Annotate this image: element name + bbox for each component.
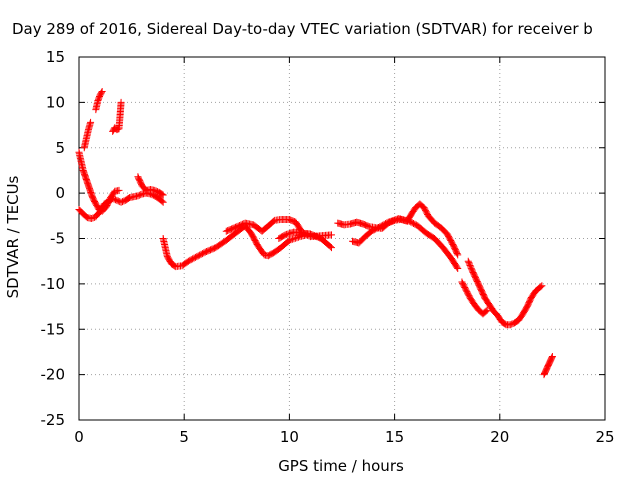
data-point bbox=[293, 234, 301, 242]
data-point bbox=[294, 233, 302, 241]
y-axis-label: SDTVAR / TECUs bbox=[4, 175, 22, 298]
x-tick-label: 5 bbox=[179, 428, 189, 446]
data-point bbox=[327, 231, 335, 239]
y-tick-label: -5 bbox=[50, 230, 65, 248]
data-point bbox=[454, 264, 462, 272]
y-tick-label: 10 bbox=[46, 93, 65, 111]
data-point bbox=[538, 282, 546, 290]
data-point bbox=[392, 216, 400, 224]
data-point bbox=[389, 217, 397, 225]
data-point bbox=[465, 260, 473, 268]
data-point bbox=[464, 257, 472, 265]
x-tick-label: 15 bbox=[385, 428, 404, 446]
x-tick-label: 20 bbox=[490, 428, 509, 446]
data-point bbox=[288, 235, 296, 243]
data-point bbox=[537, 283, 545, 291]
data-point bbox=[453, 263, 461, 271]
grid-layer bbox=[79, 57, 605, 420]
axis-ticks: 0 5 10 15 20 25 -25 -20 -15 -10 -5 0 5 10 15 bbox=[41, 48, 615, 446]
y-tick-label: -15 bbox=[41, 320, 66, 338]
chart-title: Day 289 of 2016, Sidereal Day-to-day VTE… bbox=[12, 20, 593, 38]
y-tick-label: 15 bbox=[46, 48, 65, 66]
data-point bbox=[326, 243, 334, 251]
x-axis-label: GPS time / hours bbox=[278, 457, 404, 475]
data-point bbox=[285, 236, 293, 244]
plot-frame bbox=[78, 56, 606, 421]
data-point bbox=[158, 190, 166, 198]
y-tick-label: -25 bbox=[41, 411, 66, 429]
data-point bbox=[327, 244, 335, 252]
y-tick-label: 0 bbox=[55, 184, 65, 202]
data-point bbox=[384, 218, 392, 226]
data-point bbox=[287, 236, 295, 244]
y-tick-label: -10 bbox=[41, 275, 66, 293]
data-point bbox=[158, 197, 166, 205]
x-tick-label: 0 bbox=[74, 428, 84, 446]
data-point bbox=[482, 307, 490, 315]
data-point bbox=[117, 98, 125, 106]
data-point bbox=[290, 235, 298, 243]
data-point bbox=[159, 191, 167, 199]
data-point bbox=[87, 118, 95, 126]
data-point bbox=[467, 264, 475, 272]
data-point bbox=[97, 89, 105, 97]
data-point bbox=[548, 352, 556, 360]
data-point bbox=[291, 234, 299, 242]
data-point bbox=[387, 217, 395, 225]
y-tick-label: 5 bbox=[55, 139, 65, 157]
x-tick-label: 25 bbox=[595, 428, 614, 446]
data-points bbox=[75, 87, 556, 379]
data-point bbox=[466, 261, 474, 269]
data-point bbox=[465, 259, 473, 267]
y-tick-label: -20 bbox=[41, 366, 66, 384]
data-point bbox=[98, 87, 106, 95]
data-point bbox=[159, 198, 167, 206]
data-point bbox=[467, 263, 475, 271]
data-point bbox=[390, 216, 398, 224]
plot-border bbox=[78, 56, 606, 421]
data-point bbox=[454, 251, 462, 259]
data-point bbox=[115, 186, 123, 194]
data-point bbox=[383, 219, 391, 227]
x-tick-label: 10 bbox=[280, 428, 299, 446]
data-point bbox=[548, 354, 556, 362]
data-point bbox=[386, 218, 394, 226]
data-point bbox=[364, 222, 372, 230]
data-point bbox=[306, 230, 314, 238]
data-point bbox=[453, 250, 461, 258]
